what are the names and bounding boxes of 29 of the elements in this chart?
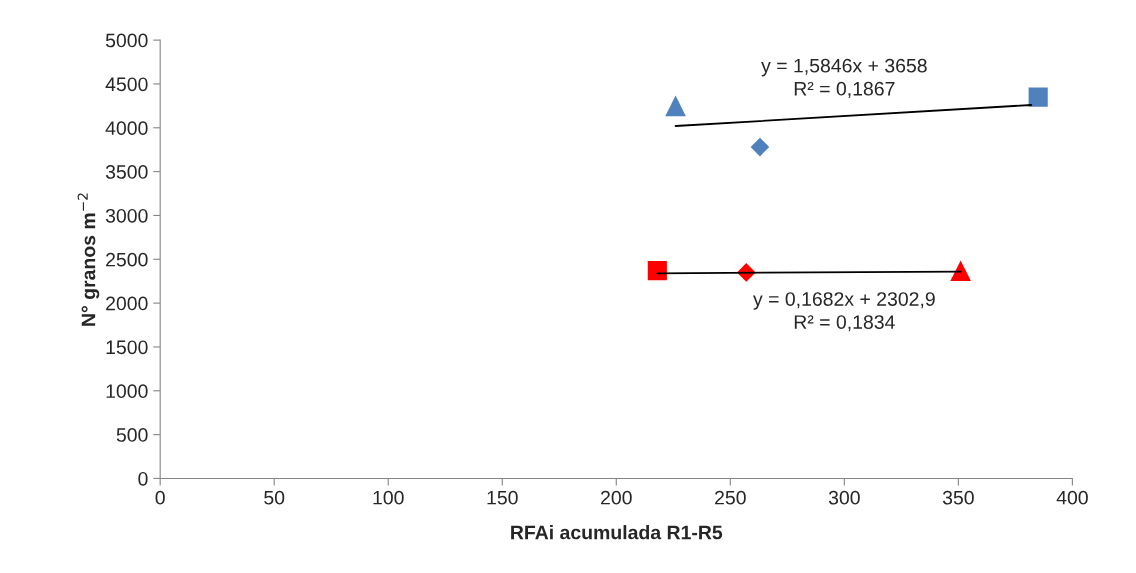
x-tick-label: 250 bbox=[715, 490, 746, 505]
y-tick-label: 2000 bbox=[106, 296, 148, 311]
y-tick-label: 3500 bbox=[105, 165, 148, 179]
y-tick-label: 2500 bbox=[106, 252, 148, 267]
y-axis-title: N° granos m$^{−2}$ bbox=[77, 193, 100, 326]
y-tick-label: 3000 bbox=[105, 208, 148, 223]
y-tick-label: 4000 bbox=[105, 121, 148, 136]
y-tick-label: 4500 bbox=[105, 77, 148, 92]
x-axis-title: RFAi acumulada R1-R5 bbox=[511, 525, 723, 540]
y-tick-label: 5000 bbox=[105, 33, 148, 48]
y-tick-label: 500 bbox=[116, 428, 148, 442]
point bbox=[950, 260, 971, 281]
x-tick-label: 100 bbox=[373, 490, 404, 505]
y-tick-label: 1500 bbox=[106, 340, 148, 355]
annotation: y = 1,5846x + 3658 R² = 0,1867 bbox=[761, 58, 927, 98]
point bbox=[665, 95, 686, 117]
x-tick-label: 350 bbox=[942, 490, 974, 505]
x-tick-label: 300 bbox=[828, 490, 860, 505]
x-tick-label: 400 bbox=[1056, 490, 1088, 505]
point bbox=[750, 137, 770, 157]
annotation: y = 0,1682x + 2302,9 R² = 0,1834 bbox=[753, 292, 935, 332]
x-tick-label: 200 bbox=[601, 490, 632, 505]
x-tick-label: 0 bbox=[155, 490, 165, 505]
x-tick-label: 50 bbox=[264, 490, 285, 505]
point bbox=[647, 261, 667, 281]
x-tick-label: 150 bbox=[487, 490, 518, 505]
y-tick-label: 1000 bbox=[106, 384, 148, 399]
y-tick-label: 0 bbox=[138, 471, 148, 486]
point bbox=[1028, 87, 1048, 107]
